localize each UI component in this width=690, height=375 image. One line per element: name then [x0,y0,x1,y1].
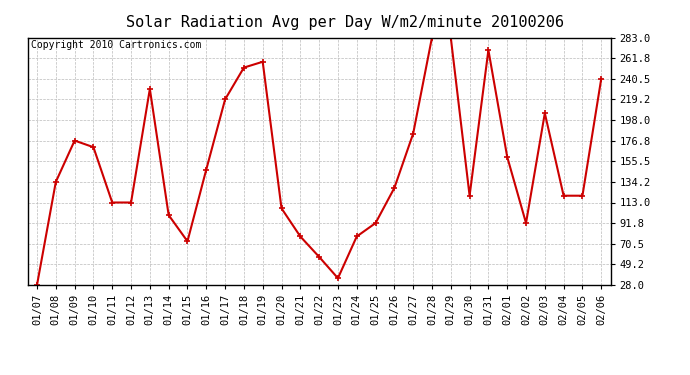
Text: Solar Radiation Avg per Day W/m2/minute 20100206: Solar Radiation Avg per Day W/m2/minute … [126,15,564,30]
Text: Copyright 2010 Cartronics.com: Copyright 2010 Cartronics.com [30,40,201,50]
